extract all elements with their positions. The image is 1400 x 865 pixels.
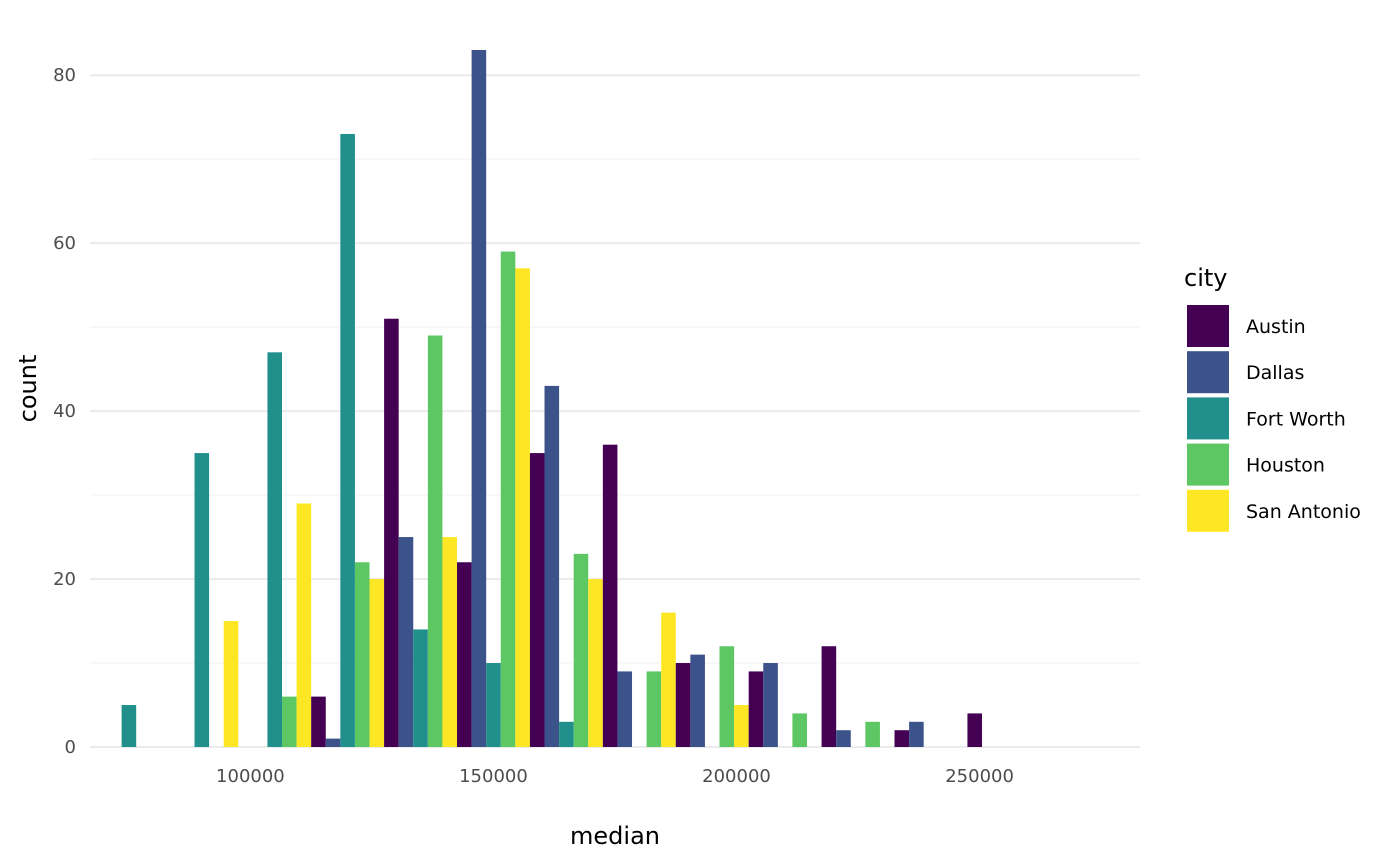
x-tick-label: 100000 (216, 766, 285, 787)
bar-fort-worth (340, 133, 355, 748)
bar-fort-worth (194, 453, 210, 747)
bar-san-antonio (296, 503, 312, 747)
bar-houston (282, 696, 297, 747)
y-tick-label: 60 (53, 233, 76, 254)
bar-dallas (909, 721, 924, 747)
legend: city Austin Dallas Fort Worth Houston San An… (1184, 264, 1361, 532)
bar-fort-worth (413, 629, 428, 747)
bar-san-antonio (588, 579, 603, 747)
bar-dallas (471, 50, 487, 747)
bar-fort-worth (486, 663, 501, 747)
bar-san-antonio (515, 268, 530, 747)
legend-key-houston (1187, 443, 1229, 486)
bar-dallas (690, 654, 705, 747)
bar-san-antonio (223, 621, 239, 747)
bar-houston (792, 713, 808, 747)
bar-dallas (763, 663, 778, 747)
bar-houston (500, 251, 516, 747)
x-tick-label: 200000 (702, 766, 771, 787)
y-axis-title: count (14, 355, 42, 423)
bar-dallas (836, 730, 851, 747)
bar-austin (675, 663, 691, 747)
bar-dallas (617, 671, 633, 747)
bar-san-antonio (661, 612, 676, 747)
x-tick-label: 250000 (945, 766, 1014, 787)
bar-austin (748, 671, 764, 747)
legend-label: Dallas (1246, 362, 1304, 384)
bar-austin (967, 713, 983, 747)
legend-label: Houston (1246, 455, 1325, 477)
bar-houston (865, 721, 880, 747)
bar-san-antonio (734, 705, 749, 747)
legend-label: Fort Worth (1246, 408, 1346, 430)
bar-austin (821, 646, 837, 747)
legend-label: San Antonio (1246, 501, 1361, 523)
legend-key-fort-worth (1187, 397, 1229, 440)
bar-austin (894, 730, 910, 747)
bar-fort-worth (267, 352, 283, 747)
bar-austin (529, 453, 545, 747)
x-axis-title: median (570, 822, 660, 850)
bar-dallas (544, 385, 560, 747)
y-tick-label: 20 (53, 569, 76, 590)
bars (121, 50, 983, 748)
legend-key-austin (1187, 305, 1229, 347)
bar-houston (427, 335, 443, 747)
x-axis-ticks: 100000 150000 200000 250000 (216, 766, 1014, 787)
y-tick-label: 40 (53, 401, 76, 422)
y-tick-label: 80 (53, 65, 76, 86)
bar-houston (646, 671, 662, 747)
bar-austin (457, 562, 472, 747)
legend-label: Austin (1246, 316, 1306, 338)
bar-dallas (325, 738, 341, 747)
bar-san-antonio (442, 537, 458, 747)
y-tick-label: 0 (65, 737, 76, 758)
legend-title: city (1184, 264, 1227, 292)
bar-austin (384, 318, 399, 747)
legend-key-san-antonio (1187, 489, 1229, 532)
bar-houston (573, 553, 589, 747)
bar-houston (354, 562, 370, 747)
bar-fort-worth (121, 705, 137, 747)
grid-lines (90, 74, 1140, 748)
y-axis-ticks: 0 20 40 60 80 (53, 65, 76, 758)
bar-austin (311, 696, 326, 747)
bar-austin (602, 444, 618, 747)
bar-san-antonio (369, 579, 385, 747)
bar-houston (719, 646, 735, 747)
x-tick-label: 150000 (459, 766, 528, 787)
bar-fort-worth (559, 721, 574, 747)
legend-key-dallas (1187, 351, 1229, 394)
bar-dallas (398, 537, 414, 747)
